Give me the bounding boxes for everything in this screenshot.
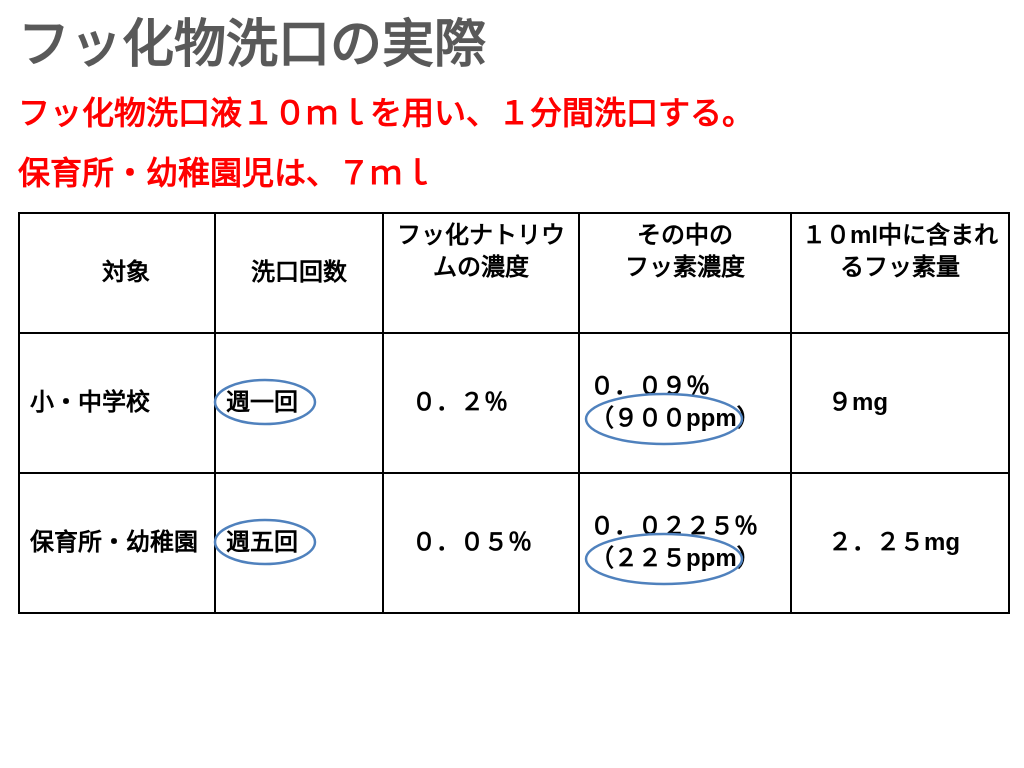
subtitle-line-2: 保育所・幼稚園児は、７ｍｌ [18,148,434,194]
hdr-fconc-text-a: その中の [590,220,780,252]
cell-freq-1-wrap: 週五回 [226,527,298,559]
hdr-fconc-text-b: フッ素濃度 [590,252,780,284]
cell-freq-1-text: 週五回 [226,529,298,556]
cell-amount-0: ９mg [791,333,1009,473]
hdr-target-text: 対象 [48,257,204,289]
fluoride-table: 対象 洗口回数 フッ化ナトリウムの濃度 その中の フッ素濃度 １０ml中に含まれ… [18,212,1010,614]
hdr-naf-text: フッ化ナトリウムの濃度 [394,220,568,285]
cell-freq-1: 週五回 [215,473,383,613]
cell-fppm-1-wrap: （２２５ppm） [590,543,780,575]
cell-fconc-1: ０．０２２５％ （２２５ppm） [579,473,791,613]
cell-naf-0: ０．２％ [383,333,579,473]
cell-fppm-0-text: （９００ppm） [590,403,780,435]
cell-target-0-text: 小・中学校 [30,389,150,416]
cell-target-0: 小・中学校 [19,333,215,473]
slide-title: フッ化物洗口の実際 [18,2,486,77]
cell-naf-1: ０．０５％ [383,473,579,613]
cell-amount-1-text: ２．２５mg [828,529,960,556]
cell-target-1-text: 保育所・幼稚園 [30,529,198,556]
hdr-amount: １０ml中に含まれるフッ素量 [791,213,1009,333]
cell-freq-0-wrap: 週一回 [226,387,298,419]
slide: フッ化物洗口の実際 フッ化物洗口液１０ｍｌを用い、１分間洗口する。 保育所・幼稚… [0,0,1024,768]
hdr-naf: フッ化ナトリウムの濃度 [383,213,579,333]
cell-naf-1-text: ０．０５％ [412,529,532,556]
hdr-freq: 洗口回数 [215,213,383,333]
cell-fppm-0-wrap: （９００ppm） [590,403,780,435]
hdr-fconc: その中の フッ素濃度 [579,213,791,333]
cell-fppm-1-text: （２２５ppm） [590,543,780,575]
hdr-target: 対象 [19,213,215,333]
cell-freq-0-text: 週一回 [226,389,298,416]
hdr-freq-text: 洗口回数 [226,257,372,289]
cell-freq-0: 週一回 [215,333,383,473]
hdr-amount-text: １０ml中に含まれるフッ素量 [802,220,998,285]
cell-fpct-0-text: ０．０９％ [590,371,780,403]
cell-fconc-0: ０．０９％ （９００ppm） [579,333,791,473]
table-header-row: 対象 洗口回数 フッ化ナトリウムの濃度 その中の フッ素濃度 １０ml中に含まれ… [19,213,1009,333]
cell-amount-1: ２．２５mg [791,473,1009,613]
cell-naf-0-text: ０．２％ [412,389,508,416]
subtitle-line-1: フッ化物洗口液１０ｍｌを用い、１分間洗口する。 [18,88,754,134]
table-row: 小・中学校 週一回 ０．２％ [19,333,1009,473]
cell-amount-0-text: ９mg [828,389,888,416]
cell-target-1: 保育所・幼稚園 [19,473,215,613]
table-row: 保育所・幼稚園 週五回 ０．０５％ [19,473,1009,613]
cell-fpct-1-text: ０．０２２５％ [590,511,780,543]
